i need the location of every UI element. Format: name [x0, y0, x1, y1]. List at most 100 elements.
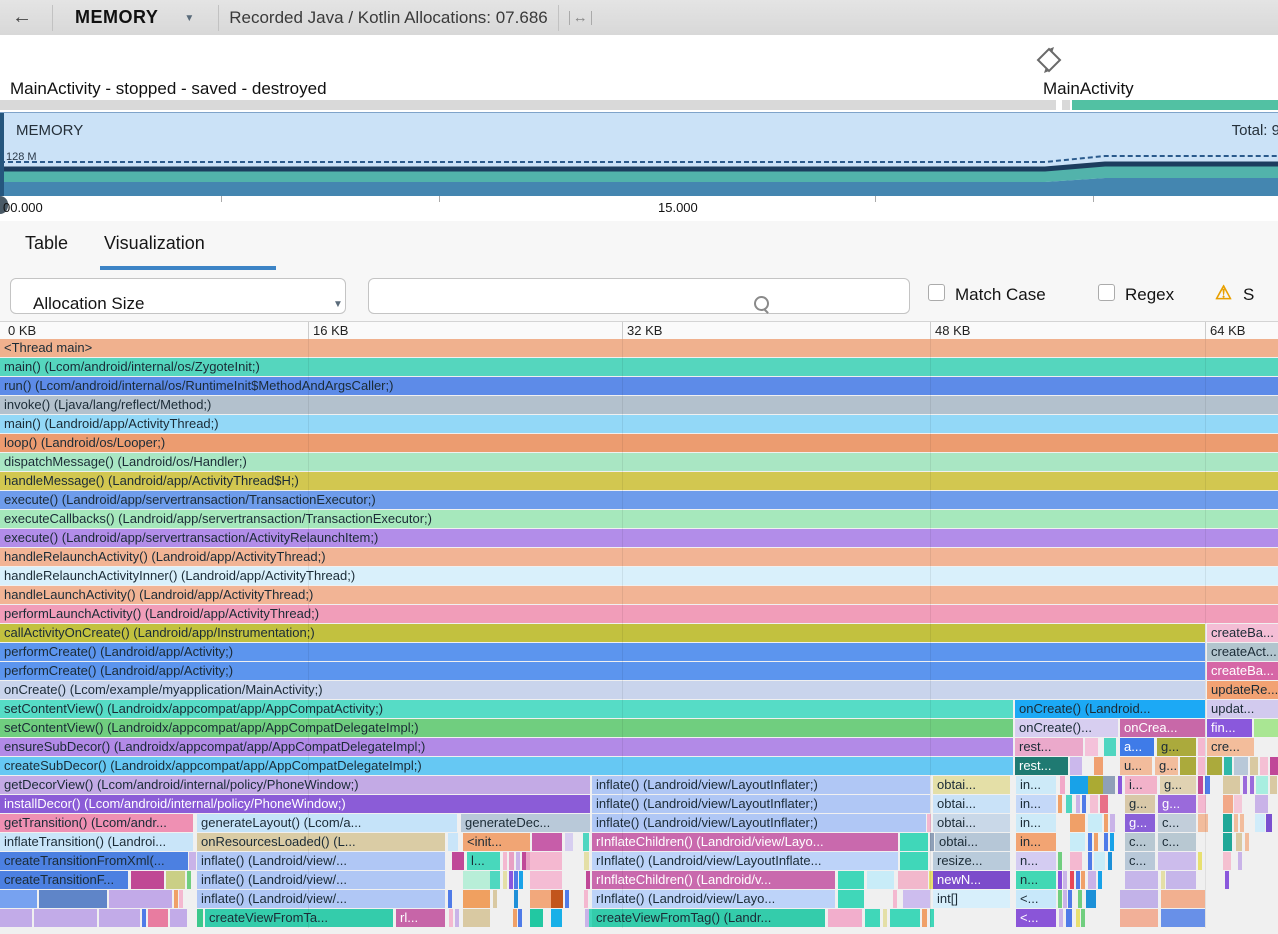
flame-sliver[interactable] [39, 890, 107, 908]
activity-bar-gap[interactable] [1062, 100, 1070, 110]
regex-checkbox[interactable] [1098, 284, 1115, 301]
flame-sliver[interactable] [1234, 795, 1242, 813]
flame-sliver[interactable] [838, 871, 864, 889]
flame-sliver[interactable] [1104, 814, 1108, 832]
flame-segment[interactable]: c... [1125, 833, 1155, 851]
flame-segment[interactable]: c... [1125, 852, 1155, 870]
flame-sliver[interactable] [463, 871, 490, 889]
flame-sliver[interactable] [1088, 852, 1092, 870]
flame-segment[interactable]: cre... [1207, 738, 1254, 756]
flame-sliver[interactable] [1068, 890, 1072, 908]
flame-segment[interactable]: in... [1016, 795, 1056, 813]
flame-sliver[interactable] [1059, 909, 1063, 927]
flame-sliver[interactable] [838, 890, 864, 908]
flame-segment[interactable]: in... [1016, 814, 1056, 832]
flame-segment[interactable]: inflate() (Landroid/view/... [197, 871, 445, 889]
flame-sliver[interactable] [493, 890, 497, 908]
tab-table[interactable]: Table [25, 233, 69, 253]
flame-sliver[interactable] [530, 909, 543, 927]
flame-sliver[interactable] [1240, 814, 1244, 832]
flame-sliver[interactable] [516, 852, 520, 870]
flame-sliver[interactable] [1088, 776, 1103, 794]
flame-sliver[interactable] [1161, 890, 1205, 908]
flame-sliver[interactable] [463, 890, 490, 908]
flame-sliver[interactable] [448, 833, 458, 851]
flame-segment[interactable]: performCreate() (Landroid/app/Activity;) [0, 643, 1205, 661]
flame-segment[interactable]: a... [1120, 738, 1154, 756]
flame-segment[interactable]: u... [1120, 757, 1152, 775]
flame-sliver[interactable] [452, 852, 464, 870]
flame-segment[interactable]: inflateTransition() (Landroi... [0, 833, 193, 851]
flame-sliver[interactable] [526, 852, 530, 870]
flame-sliver[interactable] [522, 852, 526, 870]
flame-sliver[interactable] [1103, 776, 1115, 794]
tab-visualization[interactable]: Visualization [104, 233, 205, 253]
flame-sliver[interactable] [1066, 795, 1072, 813]
flame-sliver[interactable] [1076, 871, 1080, 889]
flame-segment[interactable]: inflate() (Landroid/view/... [197, 852, 445, 870]
flame-segment[interactable]: g... [1157, 738, 1196, 756]
flame-segment[interactable]: g... [1155, 757, 1178, 775]
flame-segment[interactable]: createBa... [1207, 624, 1278, 642]
flame-sliver[interactable] [584, 852, 589, 870]
flame-sliver[interactable] [449, 909, 453, 927]
flame-sliver[interactable] [530, 871, 562, 889]
flame-segment[interactable]: i... [1125, 776, 1157, 794]
flame-sliver[interactable] [1088, 833, 1092, 851]
activity-bar-previous[interactable] [0, 100, 1056, 110]
flame-sliver[interactable] [1100, 795, 1108, 813]
search-input[interactable] [368, 278, 910, 314]
flame-sliver[interactable] [166, 871, 185, 889]
regex-label[interactable]: Regex [1125, 285, 1175, 304]
flame-sliver[interactable] [513, 909, 517, 927]
flame-segment[interactable]: obtai... [933, 814, 1010, 832]
flame-sliver[interactable] [893, 890, 897, 908]
flame-segment[interactable]: rInflateChildren() (Landroid/v... [592, 871, 835, 889]
flame-segment[interactable]: createViewFromTa... [205, 909, 393, 927]
flame-sliver[interactable] [1270, 776, 1277, 794]
flame-segment[interactable]: rInflate() (Landroid/view/Layo... [592, 890, 835, 908]
flame-segment[interactable]: inflate() (Landroid/view/... [197, 890, 445, 908]
flame-sliver[interactable] [174, 890, 178, 908]
flame-sliver[interactable] [1223, 776, 1240, 794]
flame-segment[interactable]: dispatchMessage() (Landroid/os/Handler;) [0, 453, 1278, 471]
flame-sliver[interactable] [1198, 795, 1206, 813]
flame-sliver[interactable] [1120, 909, 1158, 927]
flame-sliver[interactable] [455, 909, 459, 927]
flame-sliver[interactable] [1076, 909, 1080, 927]
flame-segment[interactable]: rest... [1015, 757, 1068, 775]
flame-sliver[interactable] [1063, 890, 1067, 908]
match-case-checkbox[interactable] [928, 284, 945, 301]
flame-segment[interactable]: resize... [933, 852, 1010, 870]
flame-segment[interactable]: onCreate() (Lcom/example/myapplication/M… [0, 681, 1205, 699]
flame-sliver[interactable] [1086, 890, 1096, 908]
flame-sliver[interactable] [883, 909, 887, 927]
flame-sliver[interactable] [1070, 814, 1085, 832]
profiler-session-dropdown[interactable]: MEMORY [75, 7, 159, 27]
flame-sliver[interactable] [930, 833, 934, 851]
flame-segment[interactable]: <init... [463, 833, 530, 851]
flame-sliver[interactable] [503, 871, 507, 889]
flame-sliver[interactable] [1090, 795, 1098, 813]
flame-sliver[interactable] [1108, 852, 1112, 870]
flame-sliver[interactable] [1236, 833, 1242, 851]
flame-sliver[interactable] [900, 852, 928, 870]
flame-sliver[interactable] [148, 909, 168, 927]
flame-segment[interactable]: updat... [1207, 700, 1278, 718]
flame-segment[interactable]: setContentView() (Landroidx/appcompat/ap… [0, 719, 1013, 737]
flame-sliver[interactable] [929, 871, 933, 889]
group-by-dropdown[interactable]: Allocation Size ▼ [10, 278, 346, 314]
flame-sliver[interactable] [34, 909, 97, 927]
flame-sliver[interactable] [1094, 757, 1103, 775]
flame-sliver[interactable] [509, 852, 514, 870]
flame-segment[interactable]: handleRelaunchActivity() (Landroid/app/A… [0, 548, 1278, 566]
flame-sliver[interactable] [1078, 890, 1082, 908]
flame-segment[interactable]: createSubDecor() (Landroidx/appcompat/ap… [0, 757, 1013, 775]
flame-segment[interactable]: callActivityOnCreate() (Landroid/app/Ins… [0, 624, 1205, 642]
flame-sliver[interactable] [900, 833, 928, 851]
flame-segment[interactable]: l... [467, 852, 500, 870]
flame-segment[interactable]: g... [1125, 814, 1155, 832]
flame-sliver[interactable] [1198, 814, 1208, 832]
flame-sliver[interactable] [1260, 757, 1268, 775]
flame-segment[interactable]: handleLaunchActivity() (Landroid/app/Act… [0, 586, 1278, 604]
